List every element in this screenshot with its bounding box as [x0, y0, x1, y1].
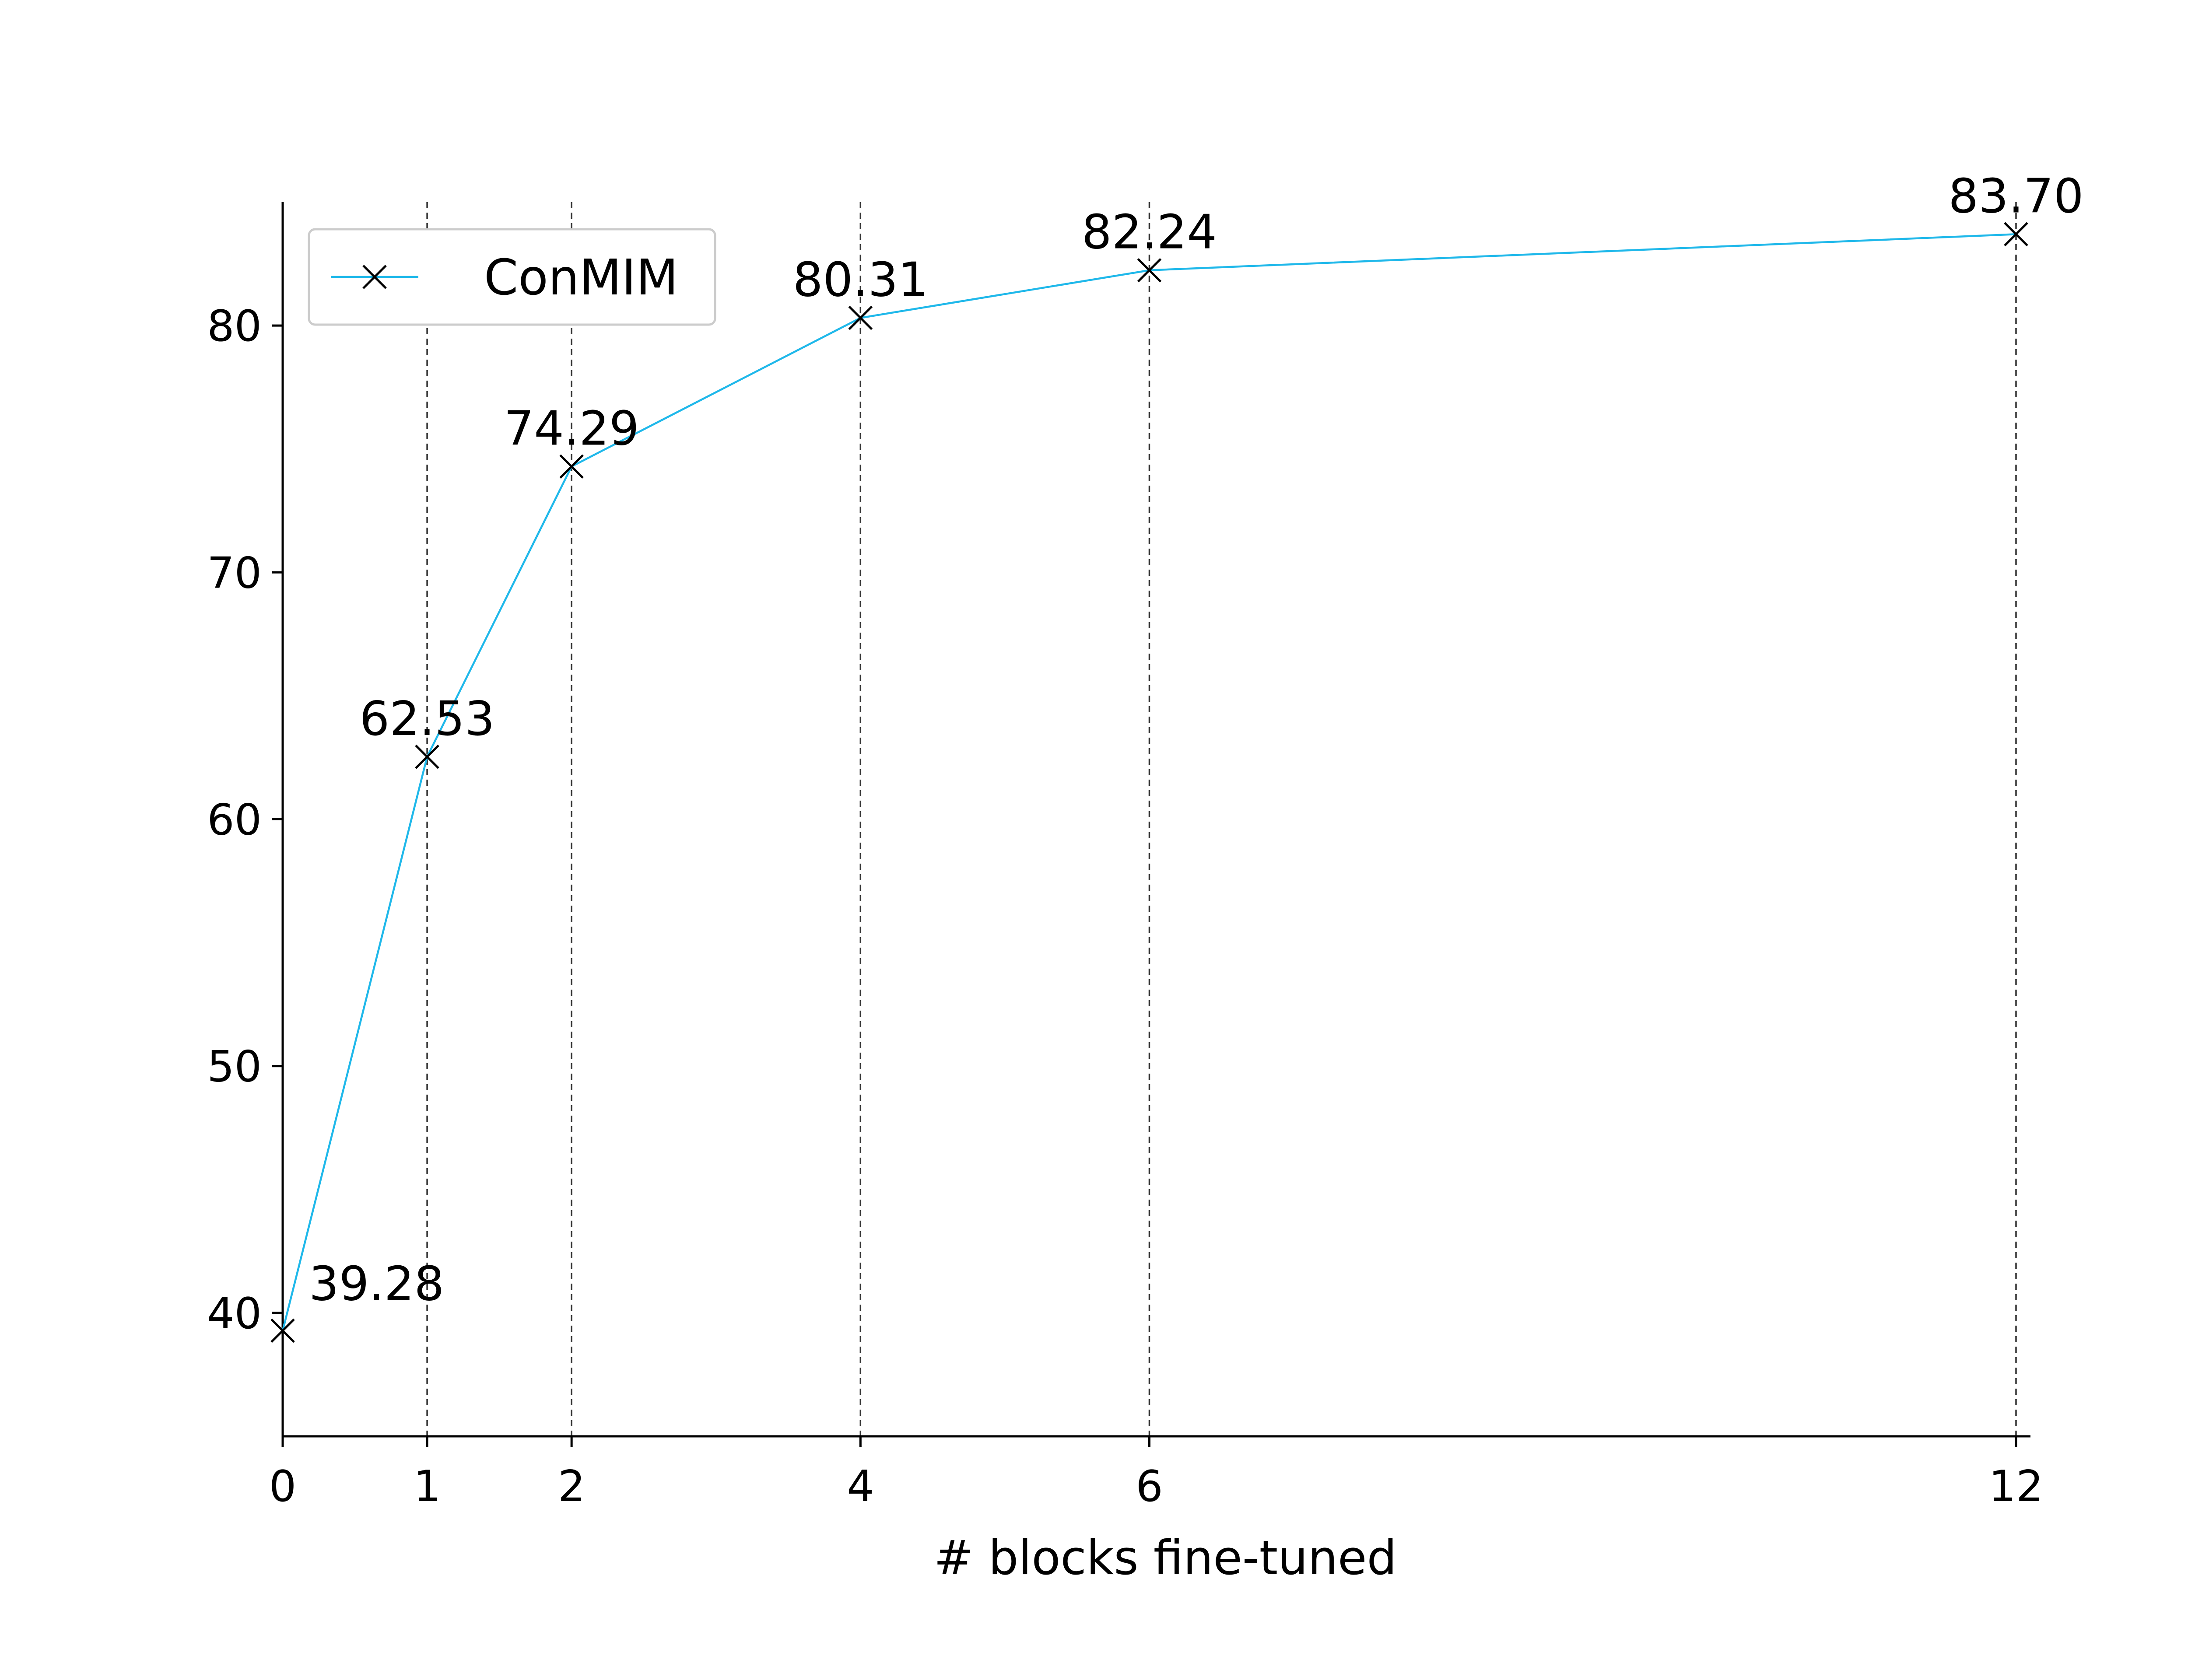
data-point-marker [848, 305, 873, 330]
data-point-marker [270, 1318, 295, 1343]
legend-box [308, 228, 716, 326]
legend: ConMIM [308, 228, 716, 326]
data-point-marker [559, 454, 584, 479]
series-line-0 [281, 233, 2016, 1331]
y-tick-label-70: 70 [207, 548, 262, 598]
x-tick-label-2: 2 [558, 1462, 585, 1512]
x-tick-label-12: 12 [1989, 1462, 2044, 1512]
data-point-marker [2004, 222, 2028, 247]
data-label-39.28: 39.28 [309, 1257, 444, 1312]
data-label-82.24: 82.24 [1082, 205, 1217, 260]
vertical-gridlines [282, 202, 2017, 1436]
x-axis-title: # blocks fine-tuned [934, 1531, 1397, 1586]
x-tick-label-0: 0 [269, 1462, 296, 1512]
y-tick-label-60: 60 [207, 795, 262, 845]
data-label-83.70: 83.70 [1948, 169, 2083, 224]
y-tick-label-50: 50 [207, 1042, 262, 1092]
data-point-marker [415, 744, 439, 769]
series-layer [270, 222, 2028, 1343]
data-label-62.53: 62.53 [359, 692, 494, 746]
y-tick-label-80: 80 [207, 301, 262, 351]
x-tick-label-4: 4 [847, 1462, 874, 1512]
data-label-74.29: 74.29 [504, 401, 639, 456]
legend-marker [362, 265, 387, 289]
data-label-80.31: 80.31 [793, 253, 928, 308]
data-point-marker [1137, 258, 1162, 283]
x-tick-label-6: 6 [1136, 1462, 1163, 1512]
y-tick-label-40: 40 [207, 1289, 262, 1339]
data-labels: 39.28 62.53 74.29 80.31 82.24 83.70 [309, 169, 2084, 1311]
x-tick-label-1: 1 [414, 1462, 441, 1512]
legend-label: ConMIM [484, 249, 678, 306]
